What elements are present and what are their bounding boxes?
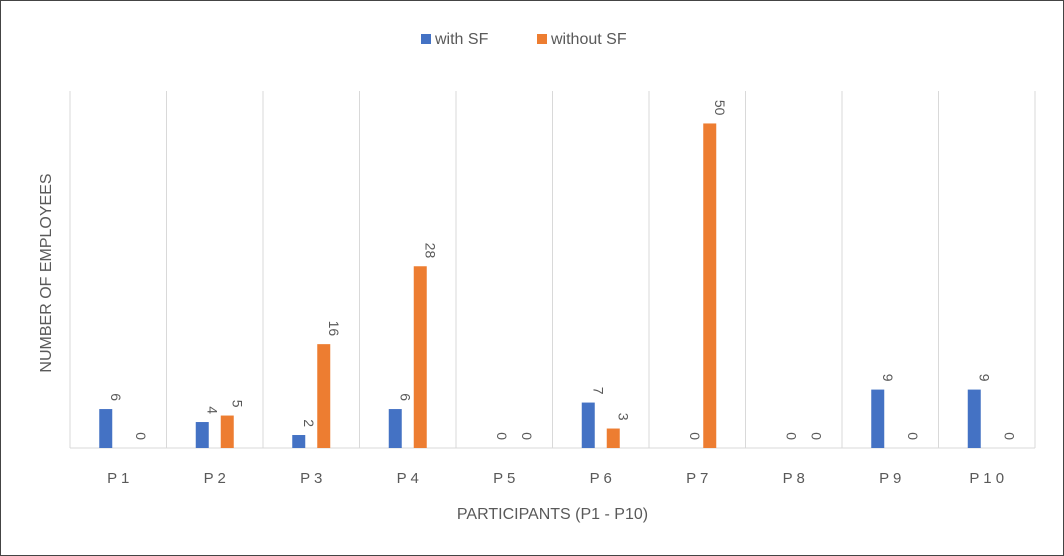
data-label: 6 <box>108 393 124 401</box>
bar-series <box>99 123 981 449</box>
data-label: 4 <box>204 406 220 414</box>
x-tick-label: P 2 <box>204 470 226 487</box>
data-label: 2 <box>301 419 317 427</box>
legend-label-without-sf: without SF <box>550 31 627 48</box>
bar-with-sf <box>388 409 402 448</box>
data-label: 28 <box>422 243 438 259</box>
data-label: 0 <box>519 432 535 440</box>
x-tick-label: P 4 <box>397 470 419 487</box>
y-axis-title: NUMBER OF EMPLOYEES <box>38 173 55 372</box>
data-label: 9 <box>880 374 896 382</box>
legend-swatch-with-sf <box>421 34 431 44</box>
x-tick-label: P 8 <box>783 470 805 487</box>
x-tick-label: P 6 <box>590 470 612 487</box>
bar-with-sf <box>967 389 981 448</box>
category-gridlines <box>69 91 1036 448</box>
legend-swatch-without-sf <box>537 34 547 44</box>
data-label: 9 <box>976 374 992 382</box>
data-label: 7 <box>590 387 606 395</box>
bar-with-sf <box>871 389 885 448</box>
x-tick-labels: P 1 P 2 P 3 P 4 P 5 P 6 P 7 P 8 P 9 P 1 0 <box>107 470 1004 487</box>
bar-without-sf <box>703 123 717 449</box>
legend: with SF without SF <box>421 31 627 48</box>
data-label: 0 <box>808 432 824 440</box>
bar-without-sf <box>413 266 427 448</box>
bar-with-sf <box>99 409 113 448</box>
bar-without-sf <box>317 344 331 448</box>
bar-with-sf <box>195 422 209 448</box>
data-label: 0 <box>1001 432 1017 440</box>
bar-with-sf <box>581 402 595 448</box>
data-label: 50 <box>712 100 728 116</box>
x-tick-label: P 5 <box>493 470 515 487</box>
data-label: 3 <box>615 413 631 421</box>
x-tick-label: P 3 <box>300 470 322 487</box>
bar-without-sf <box>220 415 234 448</box>
bar-with-sf <box>292 435 306 448</box>
data-label: 16 <box>326 321 342 337</box>
x-tick-label: P 1 0 <box>969 470 1004 487</box>
data-label: 0 <box>687 432 703 440</box>
data-label: 0 <box>905 432 921 440</box>
bar-without-sf <box>606 428 620 448</box>
data-label: 6 <box>397 393 413 401</box>
data-label: 0 <box>783 432 799 440</box>
x-axis-title: PARTICIPANTS (P1 - P10) <box>457 506 648 523</box>
data-label: 5 <box>229 400 245 408</box>
legend-label-with-sf: with SF <box>434 31 489 48</box>
x-tick-label: P 9 <box>879 470 901 487</box>
data-label: 0 <box>133 432 149 440</box>
x-tick-label: P 1 <box>107 470 129 487</box>
data-labels: 6 0 4 5 2 16 6 28 0 0 7 3 0 50 0 0 9 0 9 0 <box>108 100 1018 440</box>
data-label: 0 <box>494 432 510 440</box>
x-tick-label: P 7 <box>686 470 708 487</box>
